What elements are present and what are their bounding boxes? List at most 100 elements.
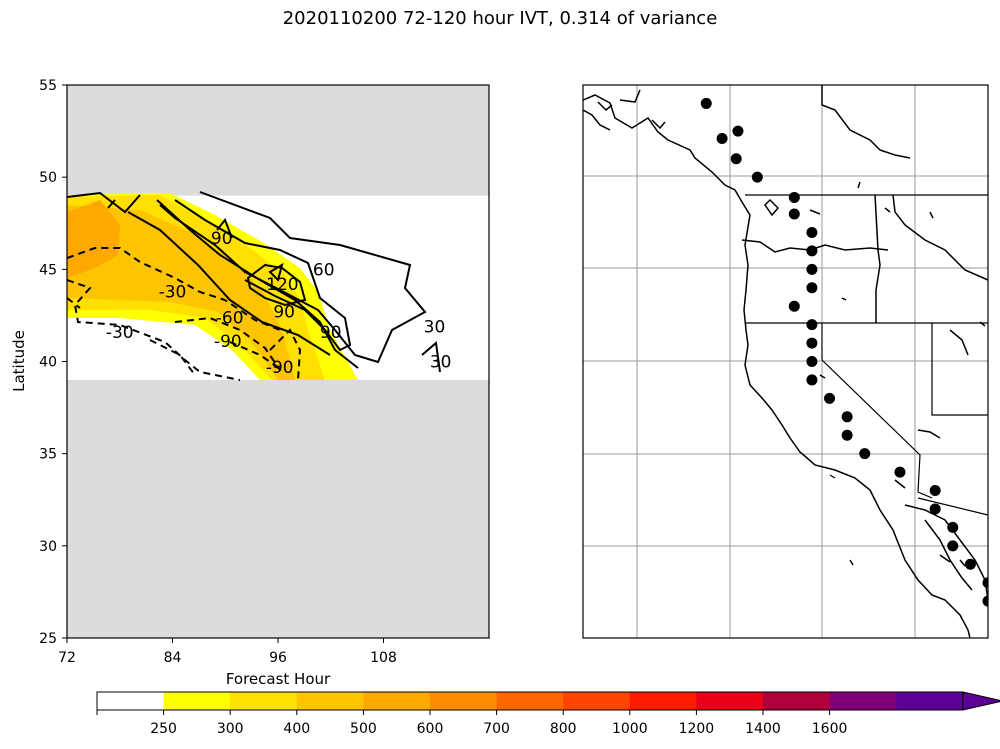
colorbar-segment: [163, 692, 231, 710]
colorbar-frame: [96, 691, 964, 711]
masked-region-0: [67, 85, 489, 196]
station-point: [788, 191, 800, 203]
contour-label: 30: [424, 317, 446, 337]
contour-dashed-neg90b: [269, 328, 302, 381]
colorbar-tick-label: 500: [350, 721, 377, 737]
station-point: [806, 356, 818, 367]
state-borders: [745, 149, 988, 516]
colorbar-tick-label: 1600: [812, 721, 848, 737]
colorbar-segment: [363, 692, 431, 710]
contour-solid-left: [67, 191, 141, 214]
ivt-fill-500: [67, 200, 120, 278]
station-point: [788, 208, 800, 220]
colorbar-tick-label: 1000: [612, 721, 648, 737]
station-point: [859, 448, 871, 460]
station-point: [929, 485, 941, 497]
station-point: [730, 153, 742, 165]
colorbar-segment: [563, 692, 631, 710]
colorbar-segment: [763, 692, 831, 710]
map-gridlines: [583, 85, 988, 638]
station-point: [751, 171, 763, 183]
contour-label: 30: [430, 353, 452, 373]
x-tick-label: 84: [164, 650, 182, 666]
colorbar-tick-label: 400: [283, 721, 310, 737]
colorbar-tick-label: 300: [217, 721, 244, 737]
station-point: [806, 263, 818, 275]
y-tick-label: 35: [39, 447, 57, 463]
y-tick-label: 30: [39, 539, 57, 555]
colorbar-segment: [296, 692, 364, 710]
contour-label: -90: [214, 332, 242, 352]
contour-lines: [67, 191, 441, 373]
contour-label: -30: [159, 282, 187, 302]
colorbar-tick-label: 250: [150, 721, 177, 737]
x-tick-label: 72: [58, 650, 76, 666]
colorbar-tick-label: 700: [483, 721, 510, 737]
contour-solid-lower: [127, 211, 331, 356]
station-point: [947, 540, 959, 552]
y-axis-ticks: 25 30 35 40 45 50 55: [39, 78, 67, 647]
colorbar-tick-label: 1200: [679, 721, 715, 737]
station-point: [982, 595, 988, 607]
colorbar-segment: [97, 692, 165, 710]
right-axes-frame: [582, 84, 989, 639]
contour-label: -60: [216, 308, 244, 328]
contour-label: 90: [273, 303, 295, 323]
station-point: [964, 558, 976, 570]
station-point: [894, 466, 906, 478]
contour-solid-120inner: [268, 262, 284, 282]
colorbar-tick-label: 1400: [745, 721, 781, 737]
left-contour-panel: 90 60 120 -30 90 -60 90 30 -30 -90 -90 30 72 84 96 108…: [10, 78, 490, 688]
station-point: [700, 97, 712, 109]
station-point: [806, 374, 818, 386]
figure-title: 2020110200 72-120 hour IVT, 0.314 of var…: [282, 8, 718, 29]
colorbar-tick-label: 600: [417, 721, 444, 737]
contour-label: -90: [266, 358, 294, 378]
station-point: [947, 521, 959, 533]
right-map-panel: [582, 84, 989, 639]
contour-dashed-neg30: [67, 247, 281, 331]
station-point: [929, 503, 941, 515]
station-point: [841, 411, 853, 423]
contour-solid-small: [421, 341, 441, 373]
colorbar-segment: [230, 692, 298, 710]
x-tick-label: 96: [269, 650, 287, 666]
station-point: [806, 319, 818, 331]
x-axis-ticks: 72 84 96 108: [58, 638, 397, 666]
contour-label: 120: [266, 275, 298, 295]
colorbar-segment: [629, 692, 697, 710]
y-tick-label: 55: [39, 78, 57, 94]
colorbar-segment: [496, 692, 564, 710]
masked-region-1: [67, 379, 489, 638]
colorbar-tick-label: 800: [550, 721, 577, 737]
contour-label: 60: [313, 260, 335, 280]
x-axis-label: Forecast Hour: [226, 670, 331, 688]
ivt-fill-400: [67, 205, 295, 380]
ivt-filled-contours: [67, 193, 358, 380]
contour-labels: 90 60 120 -30 90 -60 90 30 -30 -90 -90 30: [106, 229, 452, 378]
station-point: [806, 245, 818, 257]
contour-solid-90a: [156, 199, 359, 369]
station-point: [806, 282, 818, 294]
contour-solid-30: [159, 191, 427, 364]
contour-dashed-lines: [67, 247, 302, 381]
colorbar-segment: [696, 692, 764, 710]
contour-solid-120: [246, 263, 307, 307]
contour-dashed-neg30c: [67, 297, 81, 309]
y-tick-label: 25: [39, 631, 57, 647]
y-axis-label: Latitude: [10, 330, 28, 392]
station-point: [841, 429, 853, 441]
station-point: [716, 132, 728, 144]
contour-solid-90b: [216, 218, 233, 239]
y-tick-label: 40: [39, 355, 57, 371]
colorbar: 250 300 400 500 600 700 800 1000 1200 1400 1600: [96, 691, 1000, 737]
station-point: [982, 577, 988, 589]
y-tick-label: 45: [39, 262, 57, 278]
contour-label: 90: [320, 323, 342, 343]
contour-dashed-neg30b: [67, 279, 241, 381]
station-point: [806, 337, 818, 349]
y-tick-label: 50: [39, 170, 57, 186]
station-point: [732, 125, 744, 137]
x-tick-label: 108: [370, 650, 397, 666]
